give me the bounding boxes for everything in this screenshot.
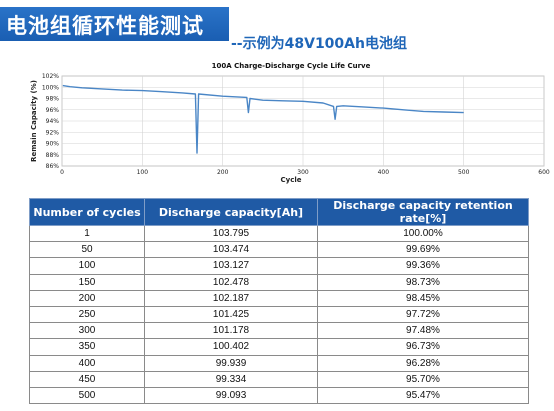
table-row: 300 101.178 97.48% (29, 322, 529, 340)
cell-retention: 98.45% (317, 289, 529, 307)
cell-capacity: 103.795 (144, 224, 318, 243)
cycle-data-table-container: Number of cycles Discharge capacity[Ah] … (29, 198, 529, 405)
cell-retention: 100.00% (317, 224, 529, 243)
cell-capacity: 103.127 (144, 257, 318, 275)
header-capacity: Discharge capacity[Ah] (144, 198, 318, 226)
cell-retention: 96.28% (317, 354, 529, 372)
x-tick-label: 100 (137, 169, 149, 176)
cell-retention: 96.73% (317, 338, 529, 356)
cell-retention: 95.70% (317, 370, 529, 388)
cell-cycles: 500 (29, 386, 145, 405)
table-header-row: Number of cycles Discharge capacity[Ah] … (29, 198, 529, 226)
cell-cycles: 150 (29, 273, 145, 291)
cell-cycles: 400 (29, 354, 145, 372)
x-tick-label: 600 (538, 169, 550, 176)
cell-capacity: 102.187 (144, 289, 318, 307)
page-subtitle: --示例为48V100Ah电池组 (231, 36, 407, 52)
cell-capacity: 99.334 (144, 370, 318, 388)
table-row: 500 99.093 95.47% (29, 386, 529, 405)
table-row: 450 99.334 95.70% (29, 370, 529, 388)
y-tick-label: 102% (42, 73, 59, 80)
page-title: 电池组循环性能测试 (6, 14, 204, 38)
cycle-data-table: Number of cycles Discharge capacity[Ah] … (29, 198, 529, 405)
cell-retention: 97.48% (317, 322, 529, 340)
cell-retention: 97.72% (317, 305, 529, 324)
cell-capacity: 103.474 (144, 241, 318, 259)
cell-cycles: 50 (29, 241, 145, 259)
y-tick-label: 96% (46, 107, 60, 114)
x-tick-label: 300 (297, 169, 309, 176)
x-tick-label: 500 (458, 169, 470, 176)
cell-retention: 95.47% (317, 386, 529, 405)
table-row: 100 103.127 99.36% (29, 257, 529, 275)
title-banner: 电池组循环性能测试 (0, 7, 229, 41)
table-row: 150 102.478 98.73% (29, 273, 529, 291)
cell-cycles: 350 (29, 338, 145, 356)
x-tick-label: 200 (217, 169, 229, 176)
y-tick-label: 100% (42, 84, 59, 91)
y-tick-label: 88% (46, 152, 60, 159)
cell-capacity: 99.939 (144, 354, 318, 372)
y-tick-label: 94% (46, 118, 60, 125)
y-tick-label: 90% (46, 141, 60, 148)
cell-capacity: 99.093 (144, 386, 318, 405)
cell-capacity: 101.425 (144, 305, 318, 324)
y-axis-label: Remain Capacity (%) (30, 80, 38, 162)
table-row: 350 100.402 96.73% (29, 338, 529, 356)
x-tick-label: 400 (378, 169, 390, 176)
table-row: 250 101.425 97.72% (29, 305, 529, 324)
cycle-life-chart: 86% 88% 90% 92% 94% 96% 98% 100% 102% 0 100 200 300 4… (30, 62, 550, 184)
y-tick-label: 92% (46, 129, 60, 136)
header-cycles: Number of cycles (29, 198, 145, 226)
table-row: 1 103.795 100.00% (29, 224, 529, 243)
cell-retention: 99.36% (317, 257, 529, 275)
y-tick-label: 98% (46, 96, 60, 103)
cell-capacity: 102.478 (144, 273, 318, 291)
cell-cycles: 100 (29, 257, 145, 275)
header-retention: Discharge capacity retention rate[%] (317, 198, 529, 226)
chart-title: 100A Charge-Discharge Cycle Life Curve (212, 62, 371, 70)
table-row: 50 103.474 99.69% (29, 241, 529, 259)
cell-cycles: 450 (29, 370, 145, 388)
cell-retention: 99.69% (317, 241, 529, 259)
series-line (62, 84, 464, 154)
table-row: 200 102.187 98.45% (29, 289, 529, 307)
cell-cycles: 1 (29, 224, 145, 243)
x-axis-label: Cycle (281, 176, 302, 184)
cell-cycles: 250 (29, 305, 145, 324)
cell-capacity: 100.402 (144, 338, 318, 356)
y-tick-label: 86% (46, 163, 60, 170)
x-tick-label: 0 (60, 169, 64, 176)
cell-cycles: 200 (29, 289, 145, 307)
table-row: 400 99.939 96.28% (29, 354, 529, 372)
cell-retention: 98.73% (317, 273, 529, 291)
cell-capacity: 101.178 (144, 322, 318, 340)
cell-cycles: 300 (29, 322, 145, 340)
